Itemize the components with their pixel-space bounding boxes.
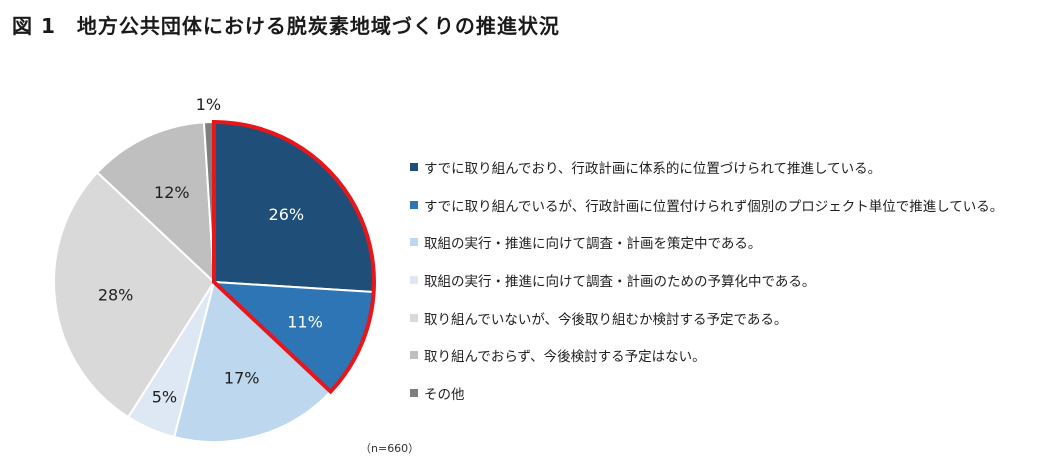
legend-item-7: その他 xyxy=(410,374,1003,412)
legend-item-2: すでに取り組んでいるが、行政計画に位置付けられず個別のプロジェクト単位で推進して… xyxy=(410,186,1003,224)
legend-swatch xyxy=(410,313,418,322)
data-label-2: 11% xyxy=(287,312,323,331)
legend-label: 取組の実行・推進に向けて調査・計画のための予算化中である。 xyxy=(424,273,816,290)
legend-label: その他 xyxy=(424,386,465,403)
legend-label: すでに取り組んでいるが、行政計画に位置付けられず個別のプロジェクト単位で推進して… xyxy=(424,198,1004,215)
data-label-7: 1% xyxy=(196,95,221,114)
legend-item-3: 取組の実行・推進に向けて調査・計画を策定中である。 xyxy=(410,223,1003,261)
legend-label: 取り組んでおらず、今後検討する予定はない。 xyxy=(424,349,706,366)
legend-swatch xyxy=(410,351,418,360)
legend-label: 取り組んでいないが、今後取り組むか検討する予定である。 xyxy=(424,311,788,328)
chart-title: 図 1 地方公共団体における脱炭素地域づくりの推進状況 xyxy=(12,14,560,38)
sample-size-note: （n=660） xyxy=(360,442,420,455)
pie-slice-5 xyxy=(53,171,216,419)
data-label-1: 26% xyxy=(269,205,305,224)
legend-swatch xyxy=(410,388,418,397)
highlight-outline xyxy=(212,119,376,395)
legend-swatch xyxy=(410,200,418,209)
pie-slice-3 xyxy=(172,280,333,443)
legend-swatch xyxy=(410,275,418,284)
legend-item-1: すでに取り組んでおり、行政計画に体系的に位置づけられて推進している。 xyxy=(410,148,1003,186)
legend-label: すでに取り組んでおり、行政計画に体系的に位置づけられて推進している。 xyxy=(424,160,882,177)
chart-legend: すでに取り組んでおり、行政計画に体系的に位置づけられて推進している。すでに取り組… xyxy=(410,148,1003,412)
data-label-4: 5% xyxy=(152,388,177,407)
data-label-6: 12% xyxy=(154,183,190,202)
legend-item-6: 取り組んでおらず、今後検討する予定はない。 xyxy=(410,336,1003,374)
legend-swatch xyxy=(410,162,418,171)
legend-item-5: 取り組んでいないが、今後取り組むか検討する予定である。 xyxy=(410,299,1003,337)
pie-slice-6 xyxy=(95,121,216,285)
data-label-5: 28% xyxy=(98,285,134,304)
legend-swatch xyxy=(410,238,418,247)
legend-item-4: 取組の実行・推進に向けて調査・計画のための予算化中である。 xyxy=(410,261,1003,299)
legend-label: 取組の実行・推進に向けて調査・計画を策定中である。 xyxy=(424,236,762,253)
data-label-3: 17% xyxy=(224,368,260,387)
